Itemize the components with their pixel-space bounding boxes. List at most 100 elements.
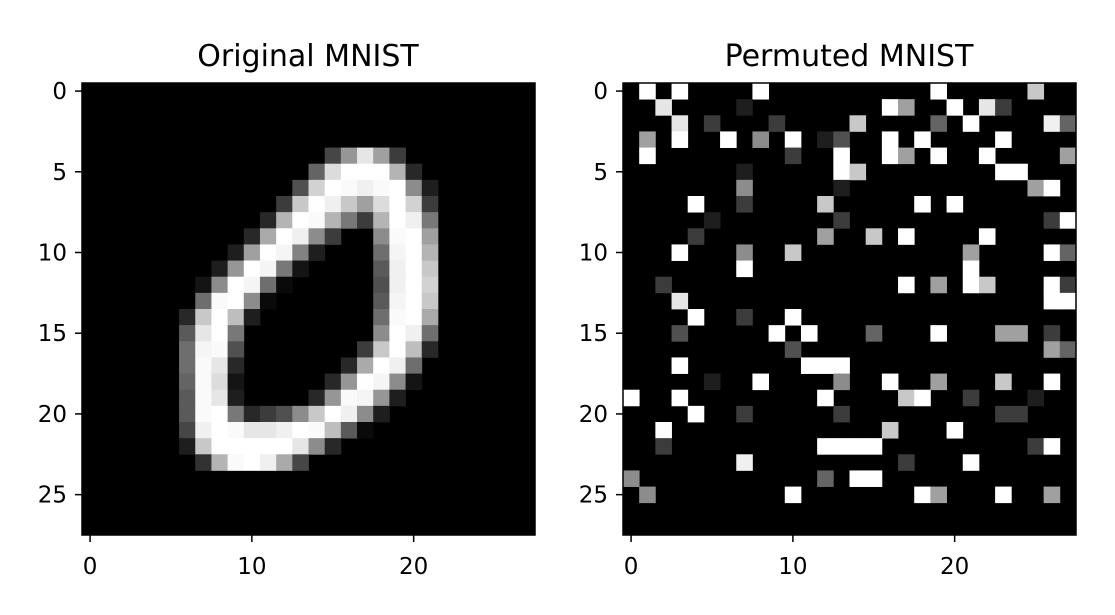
heatmap-cell: [373, 196, 390, 213]
heatmap-cell: [978, 147, 996, 165]
heatmap-cell: [179, 373, 196, 391]
heatmap-cell: [259, 276, 277, 294]
heatmap-cell: [881, 422, 899, 439]
heatmap-cell: [421, 196, 439, 213]
y-tick-label: 5: [593, 160, 608, 186]
heatmap-cell: [243, 438, 261, 455]
heatmap-cell: [292, 438, 309, 455]
heatmap-cell: [324, 405, 342, 423]
heatmap-cell: [211, 276, 229, 294]
heatmap-cell: [405, 276, 423, 294]
heatmap-cell: [389, 325, 406, 342]
heatmap-cell: [671, 244, 689, 261]
heatmap-cell: [849, 438, 867, 455]
heatmap-cell: [671, 325, 689, 342]
heatmap-cell: [703, 212, 721, 229]
heatmap-cell: [703, 373, 721, 391]
heatmap-cell: [1059, 212, 1077, 229]
heatmap-cell: [179, 341, 196, 358]
heatmap-cell: [881, 373, 899, 391]
heatmap-cell: [340, 389, 358, 407]
heatmap-cell: [817, 438, 834, 455]
heatmap-cell: [1027, 438, 1045, 455]
heatmap-cell: [227, 373, 245, 391]
heatmap-cell: [373, 405, 390, 423]
heatmap-cell: [292, 228, 309, 245]
heatmap-cell: [768, 115, 786, 132]
heatmap-cell: [1043, 438, 1061, 455]
heatmap-cell: [995, 99, 1012, 116]
heatmap-cell: [655, 422, 672, 439]
heatmap-cell: [623, 389, 640, 407]
heatmap-cell: [421, 260, 439, 278]
heatmap-cell: [195, 341, 212, 358]
heatmap-cell: [405, 212, 423, 229]
heatmap-cell: [340, 147, 358, 165]
y-tick-label: 25: [579, 483, 608, 509]
heatmap-cell: [389, 276, 406, 294]
heatmap-cell: [373, 228, 390, 245]
heatmap-cell: [211, 292, 229, 310]
heatmap-cell: [340, 212, 358, 229]
heatmap-cell: [817, 470, 834, 487]
heatmap-cell: [833, 357, 850, 374]
heatmap-cell: [421, 179, 439, 197]
heatmap-cell: [405, 357, 423, 374]
heatmap-cell: [671, 83, 689, 100]
heatmap-cell: [881, 131, 899, 148]
y-tick-label: 10: [38, 241, 67, 267]
heatmap-cell: [687, 405, 705, 423]
heatmap-cell: [195, 373, 212, 391]
heatmap-cell: [1043, 276, 1061, 294]
heatmap-cell: [768, 325, 786, 342]
x-tick-label: 0: [624, 554, 639, 580]
heatmap-cell: [623, 470, 640, 487]
heatmap-cell: [687, 309, 705, 326]
heatmap-cell: [357, 179, 374, 197]
heatmap-cell: [930, 325, 947, 342]
heatmap-cell: [898, 389, 915, 407]
heatmap-cell: [930, 83, 947, 100]
heatmap-cell: [833, 163, 850, 181]
heatmap-cell: [930, 115, 947, 132]
heatmap-cell: [703, 115, 721, 132]
y-tick-label: 20: [38, 402, 67, 428]
heatmap-cell: [405, 292, 423, 310]
heatmap-cell: [308, 212, 326, 229]
heatmap-cell: [243, 309, 261, 326]
heatmap-cell: [800, 357, 818, 374]
heatmap-cell: [308, 228, 326, 245]
axes-frame-permuted: [622, 82, 1077, 536]
chart-title-original: Original MNIST: [197, 39, 419, 74]
heatmap-cell: [195, 276, 212, 294]
heatmap-cell: [195, 422, 212, 439]
heatmap-cell: [736, 405, 753, 423]
heatmap-cell: [308, 244, 326, 261]
heatmap-cell: [914, 486, 931, 504]
heatmap-cell: [898, 228, 915, 245]
heatmap-cell: [211, 438, 229, 455]
heatmap-cell: [308, 196, 326, 213]
heatmap-cell: [276, 212, 293, 229]
heatmap-cell: [389, 292, 406, 310]
heatmap-cell: [292, 179, 309, 197]
panel-permuted-mnist: Permuted MNIST 0 10 20 0 5 10 15 20 25: [579, 39, 1077, 580]
heatmap-cell: [978, 99, 996, 116]
x-tick-label: 0: [83, 554, 98, 580]
heatmap-cell: [865, 325, 883, 342]
heatmap-cell: [421, 292, 439, 310]
heatmap-cell: [308, 389, 326, 407]
heatmap-cell: [405, 163, 423, 181]
heatmap-cell: [211, 389, 229, 407]
heatmap-cell: [1011, 405, 1028, 423]
chart-title-permuted: Permuted MNIST: [725, 39, 975, 74]
heatmap-cell: [389, 357, 406, 374]
heatmap-cell: [833, 147, 850, 165]
heatmap-cell: [405, 325, 423, 342]
heatmap-cell: [655, 276, 672, 294]
heatmap-cell: [898, 276, 915, 294]
heatmap-cell: [259, 260, 277, 278]
heatmap-cell: [243, 292, 261, 310]
heatmap-cell: [357, 389, 374, 407]
heatmap-cell: [962, 115, 980, 132]
